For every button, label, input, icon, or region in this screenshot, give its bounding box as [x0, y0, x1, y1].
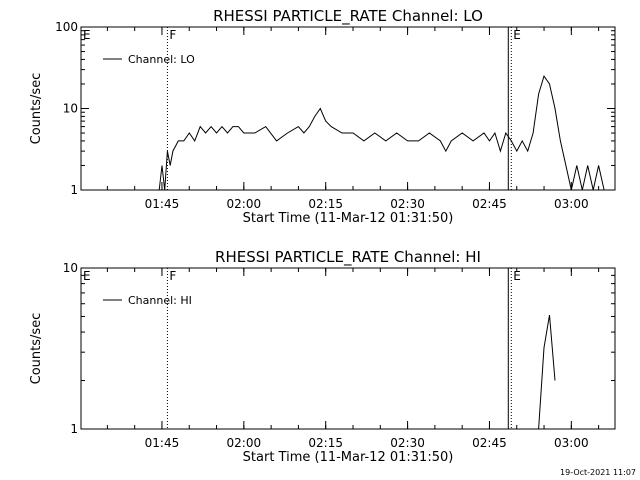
plot-frame: [80, 267, 616, 430]
x-tick-label: 02:45: [472, 436, 507, 450]
y-tick-label: 10: [63, 102, 78, 116]
event-marker-label: F: [169, 269, 176, 283]
x-tick-label: 02:30: [390, 197, 425, 211]
event-marker-label: E: [83, 28, 91, 42]
x-tick-label: 02:30: [390, 436, 425, 450]
y-axis-label: Counts/sec: [29, 313, 44, 385]
x-tick-label: 02:15: [308, 436, 343, 450]
legend-label: Channel: LO: [128, 53, 195, 66]
y-tick-label: 100: [55, 20, 78, 34]
x-tick-label: 03:00: [554, 197, 589, 211]
x-tick-label: 02:00: [227, 436, 262, 450]
event-marker-label: E: [513, 28, 521, 42]
y-tick-label: 10: [63, 261, 78, 275]
y-axis-label: Counts/sec: [29, 73, 44, 145]
x-tick-label: 01:45: [145, 436, 180, 450]
event-marker-label: F: [169, 28, 176, 42]
x-axis-label: Start Time (11-Mar-12 01:31:50): [243, 450, 454, 465]
series-line: [158, 74, 605, 191]
footer-timestamp: 19-Oct-2021 11:07: [560, 468, 636, 477]
chart-title: RHESSI PARTICLE_RATE Channel: LO: [213, 7, 483, 26]
y-tick-label: 1: [70, 183, 78, 197]
x-tick-label: 01:45: [145, 197, 180, 211]
x-tick-label: 03:00: [554, 436, 589, 450]
x-tick-label: 02:15: [308, 197, 343, 211]
event-marker-label: E: [513, 269, 521, 283]
y-tick-label: 1: [70, 422, 78, 436]
event-marker-label: E: [83, 269, 91, 283]
series-line: [538, 315, 556, 430]
chart-panel-lo: RHESSI PARTICLE_RATE Channel: LO 1 10 100 01…: [29, 7, 616, 226]
chart-panel-hi: RHESSI PARTICLE_RATE Channel: HI 1 10 01:45…: [29, 248, 616, 465]
legend-label: Channel: HI: [128, 294, 192, 307]
plot-frame: [80, 26, 616, 191]
chart-title: RHESSI PARTICLE_RATE Channel: HI: [215, 248, 481, 267]
x-tick-label: 02:00: [227, 197, 262, 211]
x-axis-label: Start Time (11-Mar-12 01:31:50): [243, 211, 454, 226]
x-tick-label: 02:45: [472, 197, 507, 211]
